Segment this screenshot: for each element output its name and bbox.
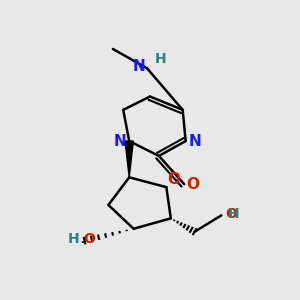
- Text: O: O: [225, 207, 237, 221]
- Polygon shape: [125, 141, 134, 177]
- Text: O: O: [83, 232, 95, 246]
- Text: O: O: [167, 172, 180, 187]
- Text: N: N: [114, 134, 127, 148]
- Text: N: N: [188, 134, 201, 148]
- Text: -: -: [80, 235, 86, 248]
- Text: O: O: [186, 177, 199, 192]
- Text: H: H: [227, 207, 239, 221]
- Text: H: H: [154, 52, 166, 66]
- Text: N: N: [132, 59, 145, 74]
- Text: H: H: [68, 232, 79, 246]
